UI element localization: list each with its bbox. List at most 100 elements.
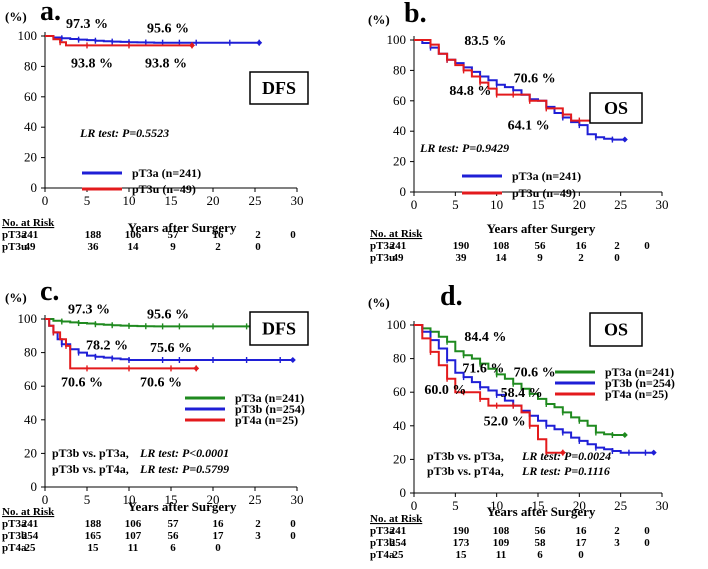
risk-value: 0	[644, 525, 650, 537]
risk-value: 0	[255, 241, 261, 253]
survival-curve-pt3b	[45, 318, 293, 361]
risk-table-header: No. at Risk	[2, 217, 55, 229]
risk-row-label: pT3u	[370, 252, 395, 264]
y-tick-label: 40	[24, 412, 37, 427]
risk-value: 188	[85, 518, 102, 530]
endpoint-title: DFS	[262, 78, 296, 98]
x-tick-label: 15	[532, 197, 545, 212]
survival-curve-pt4a	[45, 318, 197, 370]
comparison-label: pT3b vs. pT4a,	[427, 464, 504, 478]
survival-rate-label: 71.6 %	[462, 362, 504, 377]
legend-label: pT3a (n=241)	[132, 166, 201, 180]
risk-value: 49	[25, 241, 37, 253]
curve-end-marker	[650, 449, 657, 456]
survival-rate-label: 58.4 %	[501, 386, 543, 401]
y-tick-label: 60	[24, 378, 37, 393]
endpoint-title: OS	[604, 98, 628, 118]
panel-letter: d.	[440, 281, 463, 312]
survival-curve-pt4a	[414, 324, 563, 454]
survival-rate-label: 70.6 %	[61, 375, 103, 390]
survival-curve-pt3a	[414, 324, 625, 436]
survival-rate-label: 70.6 %	[514, 365, 556, 380]
risk-value: 56	[535, 525, 547, 537]
x-tick-label: 0	[42, 492, 49, 507]
risk-value: 11	[128, 542, 138, 554]
y-tick-label: 40	[393, 418, 406, 433]
risk-value: 36	[88, 241, 100, 253]
risk-value: 57	[168, 229, 180, 241]
legend-label: pT3a (n=241)	[512, 169, 581, 183]
survival-rate-label: 70.6 %	[140, 375, 182, 390]
y-axis-unit: (%)	[368, 12, 390, 27]
x-tick-label: 30	[291, 193, 304, 208]
risk-table-header: No. at Risk	[370, 228, 423, 240]
risk-value: 3	[255, 530, 261, 542]
survival-rate-label: 52.0 %	[484, 415, 526, 430]
survival-curve-pt3b	[414, 324, 654, 454]
x-tick-label: 30	[656, 197, 669, 212]
survival-rate-label: 97.3 %	[66, 17, 108, 32]
risk-value: 2	[578, 252, 584, 264]
risk-value: 254	[390, 537, 407, 549]
y-tick-label: 80	[393, 62, 406, 77]
x-tick-label: 25	[249, 193, 262, 208]
x-tick-label: 0	[42, 193, 49, 208]
curve-end-marker	[189, 42, 195, 49]
risk-value: 6	[170, 542, 176, 554]
y-axis-unit: (%)	[368, 295, 390, 310]
risk-value: 106	[125, 518, 142, 530]
risk-value: 9	[170, 241, 176, 253]
survival-rate-label: 95.6 %	[147, 22, 189, 37]
legend-label: pT3b (n=254)	[235, 402, 305, 416]
risk-row-label: pT4a	[2, 542, 27, 554]
comparison-label: pT3b vs. pT3a,	[52, 446, 129, 460]
risk-value: 14	[128, 241, 140, 253]
logrank-test: LR test: P=0.9429	[419, 141, 509, 155]
risk-value: 17	[213, 530, 225, 542]
risk-value: 108	[493, 525, 510, 537]
y-tick-label: 20	[393, 451, 406, 466]
logrank-test: LR test: P=0.5523	[79, 126, 169, 140]
legend-label: pT4a (n=25)	[605, 387, 668, 401]
x-tick-label: 10	[123, 193, 136, 208]
x-axis-label: Years after Surgery	[128, 499, 237, 514]
curve-end-marker	[621, 432, 628, 439]
x-tick-label: 10	[490, 498, 503, 513]
risk-value: 2	[215, 241, 221, 253]
risk-value: 241	[390, 240, 407, 252]
panel-letter: a.	[40, 0, 61, 27]
risk-value: 241	[22, 518, 39, 530]
curve-end-marker	[559, 449, 566, 456]
risk-row-label: pT3a	[370, 525, 395, 537]
x-tick-label: 0	[411, 498, 418, 513]
x-tick-label: 0	[411, 197, 418, 212]
y-tick-label: 20	[24, 150, 37, 165]
risk-value: 0	[644, 240, 650, 252]
legend-label: pT3u (n=49)	[512, 186, 576, 200]
y-tick-label: 60	[393, 384, 406, 399]
curve-end-marker	[256, 39, 263, 46]
risk-row-label: pT3b	[370, 537, 395, 549]
y-tick-label: 20	[24, 445, 37, 460]
risk-value: 56	[535, 240, 547, 252]
y-tick-label: 100	[387, 317, 407, 332]
comparison-label: pT3b vs. pT4a,	[52, 462, 129, 476]
curve-end-marker	[621, 136, 628, 143]
survival-rate-label: 78.2 %	[86, 339, 128, 354]
risk-value: 16	[213, 518, 225, 530]
risk-value: 190	[453, 240, 470, 252]
logrank-test: LR test: P=0.5799	[139, 462, 229, 476]
x-tick-label: 5	[452, 498, 459, 513]
risk-value: 14	[496, 252, 508, 264]
survival-rate-label: 93.8 %	[145, 56, 187, 71]
risk-row-label: pT3a	[2, 518, 27, 530]
risk-value: 6	[537, 549, 543, 561]
risk-value: 25	[25, 542, 37, 554]
logrank-test: LR test: P=0.0024	[521, 449, 611, 463]
risk-value: 16	[213, 229, 225, 241]
legend-label: pT3a (n=241)	[235, 391, 304, 405]
y-tick-label: 100	[387, 32, 407, 47]
curve-end-marker	[289, 356, 296, 363]
survival-curve-pt3a	[45, 318, 260, 328]
